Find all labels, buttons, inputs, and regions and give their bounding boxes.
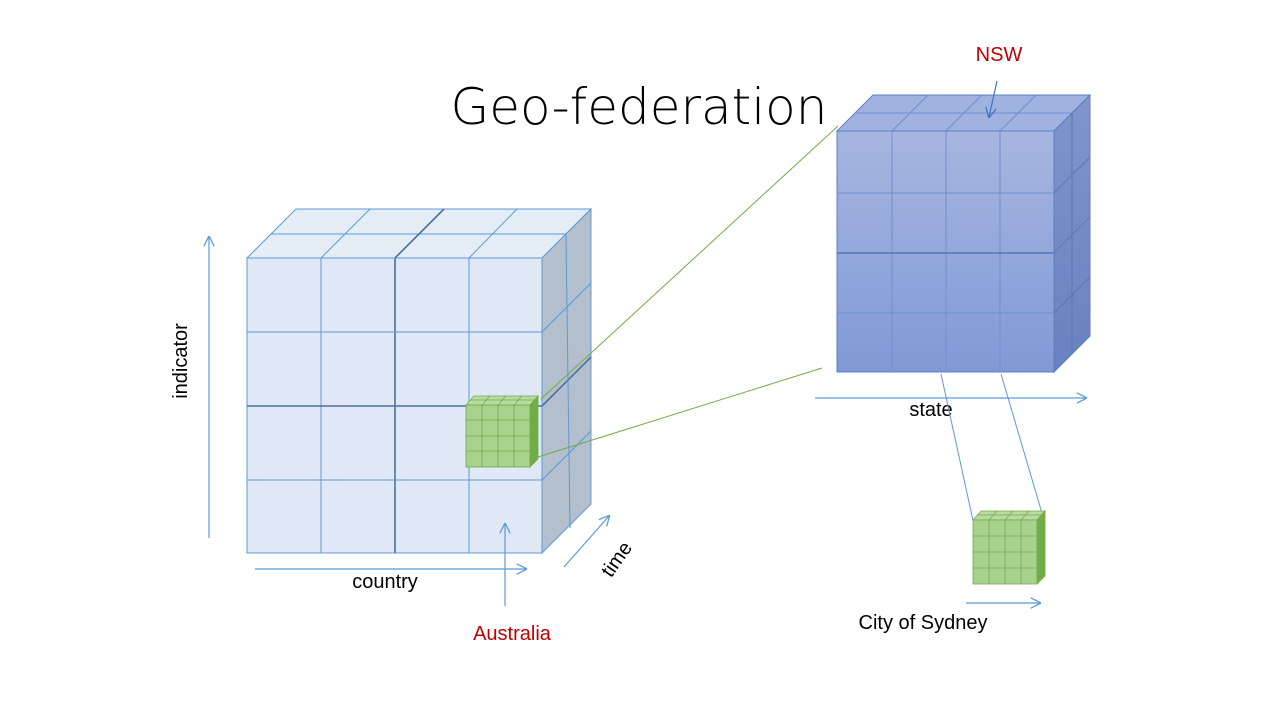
time-axis-arrow [563,516,609,568]
country-cube-side-grid [541,233,592,529]
indicator-label: indicator [170,323,192,399]
nsw-label: NSW [976,44,1023,66]
australia-cell-cube [465,394,539,468]
country-cube-top-grid [271,208,566,259]
city-of-sydney-cube [972,509,1046,585]
time-label: time [597,538,637,582]
country-label: country [352,571,418,593]
state-label: state [909,399,952,421]
city-label: City of Sydney [859,612,988,634]
state-cube [835,93,1092,374]
city-connector-left [940,373,980,549]
nsw-pointer-arrow [989,80,998,117]
zoom-connector-bottom [537,367,823,458]
country-cube [245,207,593,555]
city-connector-right [1000,373,1045,521]
slide-title: Geo-federation [451,78,828,136]
australia-label: Australia [473,623,552,645]
zoom-connector-top [540,125,839,400]
